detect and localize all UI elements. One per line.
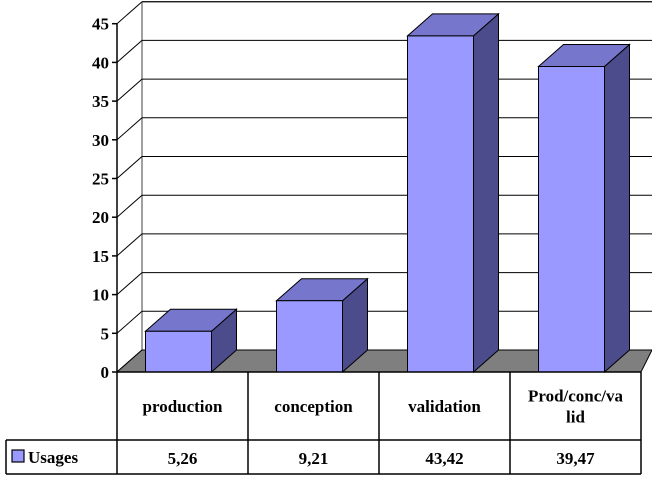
data-label: 43,42 [425,449,463,468]
bar-0 [144,308,238,374]
data-label: 5,26 [168,449,198,468]
side-gridline-40 [116,40,143,63]
y-tick-label: 20 [92,208,109,227]
y-tick-label: 40 [92,53,109,72]
legend-swatch [11,449,25,463]
bar-3 [537,43,631,374]
category-label: validation [408,397,481,416]
category-label: conception [274,397,353,416]
data-label: 39,47 [556,449,595,468]
category-label: production [143,397,224,416]
y-tick-label: 30 [92,131,109,150]
side-gridline-10 [116,272,143,295]
y-tick-label: 0 [101,363,110,382]
bar-front [407,35,474,373]
y-tick-label: 15 [92,247,109,266]
data-label: 9,21 [299,449,329,468]
bar-side [473,12,499,374]
bar-front [276,300,343,373]
category-label: lid [566,408,585,427]
side-gridline-5 [116,310,143,334]
side-gridline-35 [116,78,143,102]
y-tick-label: 45 [92,15,109,34]
y-tick-label: 25 [92,170,109,189]
side-gridline-15 [116,233,143,257]
side-gridline-25 [116,156,143,179]
y-tick-label: 10 [92,286,109,305]
bar-front [145,330,212,373]
category-label: Prod/conc/va [528,387,624,406]
bar-1 [275,277,369,374]
bar-2 [406,12,500,374]
y-tick-label: 35 [92,92,109,111]
y-tick-label: 5 [101,324,110,343]
bars [144,12,631,374]
data-table: production conception validation Prod/conc/… [5,371,642,475]
bar-front [538,66,605,373]
y-axis: 0 5 10 15 20 25 30 35 40 45 [92,15,118,382]
side-gridline-45 [116,1,143,25]
bar-side [604,43,630,374]
side-gridline-30 [116,117,143,141]
side-gridline-20 [116,194,143,218]
legend-label: Usages [28,448,78,467]
